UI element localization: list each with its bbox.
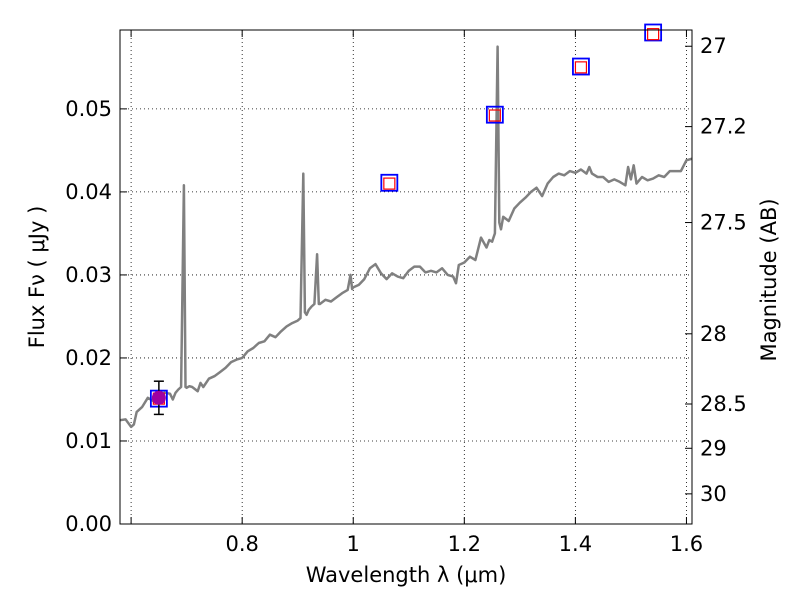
y-axis-label: Flux Fν ( μJy ): [25, 206, 49, 349]
x-axis-label: Wavelength λ (μm): [306, 563, 507, 587]
y2-tick-label: 28: [700, 322, 727, 346]
y2-axis-label: Magnitude (AB): [757, 198, 781, 361]
model-flux-marker: [488, 109, 501, 122]
model-flux-marker: [647, 28, 660, 41]
x-tick-label: 1: [347, 532, 360, 556]
model-flux-marker: [574, 61, 588, 74]
y-tick-label: 0.05: [65, 97, 112, 121]
plot-frame: [119, 29, 693, 525]
band-flux-marker: [644, 23, 663, 42]
x-tick-label: 1.6: [670, 532, 703, 556]
y-tick-label: 0.03: [65, 263, 112, 287]
band-flux-marker: [572, 57, 590, 76]
plot-data: [119, 23, 693, 429]
spectrum-line: [119, 45, 693, 429]
band-flux-marker: [485, 105, 504, 124]
x-tick-label: 1.2: [448, 532, 481, 556]
y-tick-label: 0.04: [65, 180, 112, 204]
y2-tick-label: 30: [700, 482, 727, 506]
y-tick-label: 0.00: [65, 512, 112, 536]
y2-tick-label: 29: [700, 436, 727, 460]
x-tick-label: 1.4: [559, 532, 592, 556]
y2-tick-label: 28.5: [700, 392, 747, 416]
model-flux-marker: [383, 177, 396, 190]
x-tick-label: 0.8: [225, 532, 258, 556]
y2-tick-label: 27.5: [700, 211, 747, 235]
axis-ticks: 0.8 1 1.2 1.4 1.6 0.00 0.01 0.02 0.03 0.04 0.05 27 2…: [65, 30, 747, 556]
grid: [120, 30, 692, 525]
observed-point: [151, 390, 166, 405]
y-tick-label: 0.02: [65, 346, 112, 370]
y-tick-label: 0.01: [65, 429, 112, 453]
y2-tick-label: 27.2: [700, 115, 747, 139]
y2-tick-label: 27: [700, 34, 727, 58]
band-flux-marker: [380, 173, 399, 192]
